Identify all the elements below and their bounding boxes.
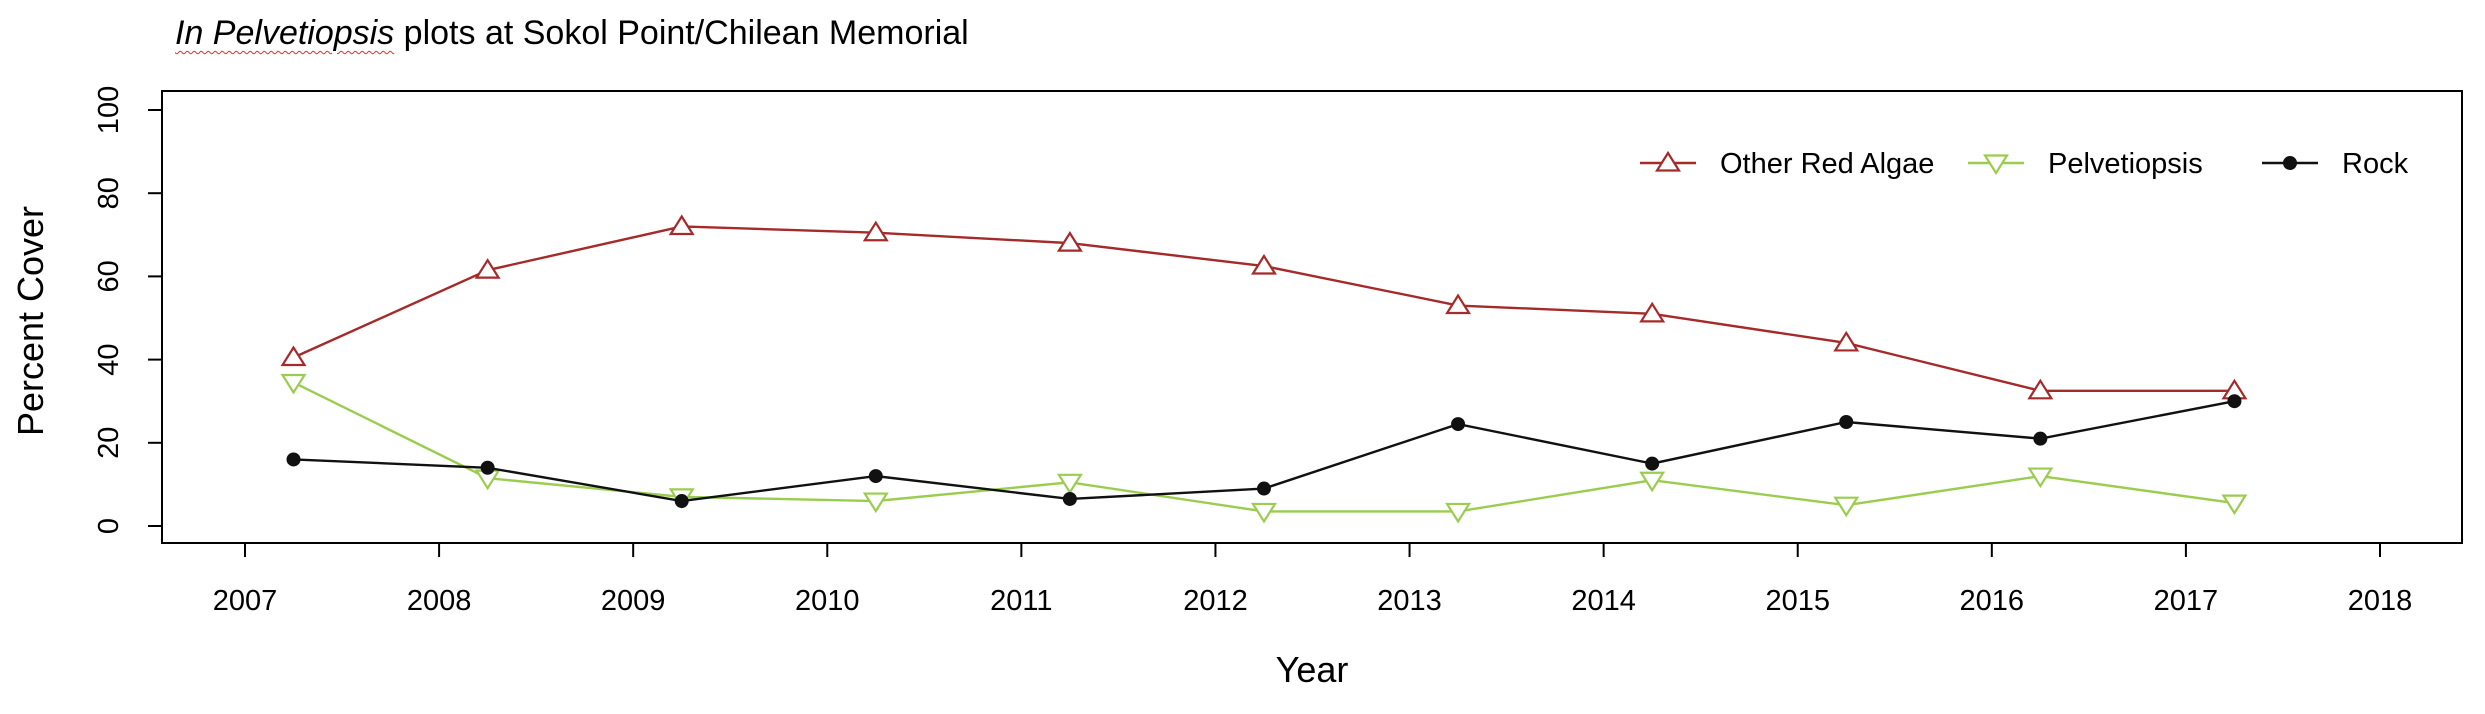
series-line-other-red-algae (293, 225, 2235, 392)
x-tick-label: 2017 (2154, 585, 2219, 617)
x-tick-label: 2013 (1377, 585, 1442, 617)
legend-item-other-red-algae: Other Red Algae (1640, 148, 1934, 180)
legend: Other Red Algae Pelvetiopsis Rock (1640, 148, 2409, 180)
chart-title: In Pelvetiopsis plots at Sokol Point/Chi… (175, 14, 969, 53)
x-tick-label: 2015 (1765, 585, 1830, 617)
data-point-other-red-algae (474, 258, 501, 279)
x-tick-label: 2014 (1571, 585, 1636, 617)
data-point-pelvetiopsis (862, 492, 889, 514)
data-point-other-red-algae (862, 220, 889, 242)
legend-label: Pelvetiopsis (2048, 148, 2203, 180)
data-point-rock (868, 469, 883, 484)
data-point-rock (1062, 491, 1077, 506)
legend-label: Rock (2342, 148, 2409, 180)
x-axis: 2007 2008 2009 2010 2011 2012 2013 2014 2015 2016… (213, 542, 2413, 617)
data-point-pelvetiopsis (1833, 496, 1860, 518)
x-axis-label: Year (1276, 649, 1349, 690)
data-point-pelvetiopsis (2027, 467, 2054, 489)
legend-marker (1655, 150, 1681, 172)
legend-item-rock: Rock (2262, 148, 2409, 180)
y-tick-label: 100 (93, 86, 125, 134)
data-point-pelvetiopsis (1639, 471, 1666, 493)
data-point-rock (480, 460, 495, 475)
data-point-rock (286, 452, 301, 467)
data-point-other-red-algae (1056, 231, 1083, 252)
x-tick-label: 2011 (990, 585, 1052, 617)
y-tick-label: 40 (93, 343, 125, 375)
chart-title-rest: plots at Sokol Point/Chilean Memorial (394, 14, 969, 52)
legend-label: Other Red Algae (1720, 148, 1934, 180)
data-point-rock (1256, 481, 1271, 496)
chart-title-italic: In Pelvetiopsis (175, 14, 395, 52)
x-tick-label: 2012 (1183, 585, 1248, 617)
y-tick-label: 20 (93, 427, 125, 459)
data-point-other-red-algae (1445, 293, 1472, 315)
legend-item-pelvetiopsis: Pelvetiopsis (1968, 148, 2203, 180)
x-tick-label: 2008 (407, 585, 472, 617)
data-point-other-red-algae (2027, 378, 2054, 400)
x-tick-label: 2018 (2348, 585, 2413, 617)
y-axis: 0 20 40 60 80 100 (93, 86, 163, 534)
series-layer (280, 214, 2248, 524)
data-point-other-red-algae (280, 345, 307, 367)
data-point-other-red-algae (668, 214, 695, 236)
x-tick-label: 2010 (795, 585, 860, 617)
legend-marker (1983, 154, 2009, 176)
data-point-pelvetiopsis (1250, 502, 1277, 524)
series-other-red-algae (280, 214, 2248, 400)
x-tick-label: 2007 (213, 585, 278, 617)
series-pelvetiopsis (280, 373, 2248, 524)
data-point-rock (2033, 431, 2048, 446)
data-point-rock (674, 494, 689, 509)
data-point-other-red-algae (1833, 330, 1860, 352)
legend-marker (2283, 156, 2297, 170)
series-rock (286, 394, 2242, 509)
y-tick-label: 0 (93, 518, 125, 534)
data-point-rock (1839, 415, 1854, 429)
data-point-other-red-algae (1639, 301, 1666, 323)
x-tick-label: 2009 (601, 585, 666, 617)
data-point-rock (1645, 456, 1660, 471)
data-point-other-red-algae (1250, 253, 1277, 275)
data-point-pelvetiopsis (1445, 502, 1472, 524)
data-point-pelvetiopsis (2221, 494, 2248, 516)
data-point-rock (1451, 417, 1466, 432)
y-tick-label: 60 (93, 260, 125, 292)
data-point-pelvetiopsis (280, 373, 307, 395)
data-point-pelvetiopsis (1056, 473, 1083, 495)
y-tick-label: 80 (93, 177, 125, 209)
data-point-rock (2227, 394, 2242, 409)
y-axis-label: Percent Cover (10, 206, 51, 436)
x-tick-label: 2016 (1960, 585, 2025, 617)
